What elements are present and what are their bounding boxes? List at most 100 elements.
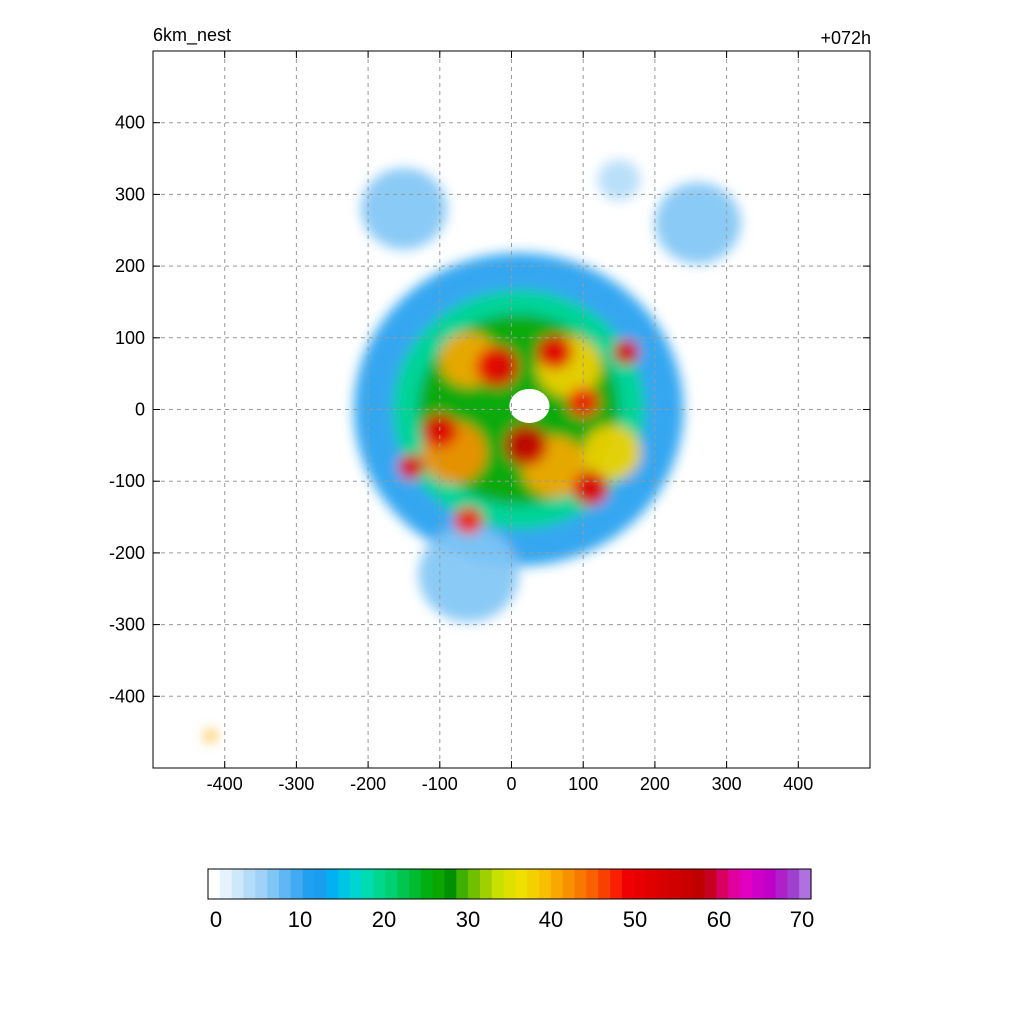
colorbar-tick-label: 50 [623,907,647,932]
x-tick-label: 300 [712,774,742,794]
field-blob-16 [572,471,609,506]
y-tick-label: 300 [115,184,145,204]
colorbar-swatch [645,869,658,899]
x-tick-label: 100 [568,774,598,794]
colorbar-swatch [243,869,256,899]
y-axis: 400 300 200 100 0 -100 -200 -300 -400 [109,113,870,706]
field-blob-6 [418,526,519,623]
colorbar-swatch [539,869,552,899]
colorbar-tick-label: 10 [288,907,312,932]
colorbar-swatch [338,869,351,899]
colorbar-swatch [267,869,280,899]
colorbar-swatch [728,869,741,899]
colorbar-swatch [799,869,812,899]
x-tick-label: -400 [207,774,243,794]
field-blob-4 [654,182,741,264]
colorbar-swatch [278,869,292,899]
x-tick-label: -200 [350,774,386,794]
colorbar-labels: 0 10 20 30 40 50 60 70 [210,907,814,932]
colorbar-swatch [669,869,682,899]
field-blob-3 [360,167,447,250]
colorbar-swatch [444,869,457,899]
colorbar-swatch [255,869,268,899]
y-tick-label: 0 [135,400,145,420]
colorbar-swatch [586,869,599,899]
colorbar-tick-label: 0 [210,907,222,932]
y-tick-label: -300 [109,615,145,635]
y-tick-label: -100 [109,471,145,491]
field-blob-14 [421,413,458,449]
field-blob-5 [597,159,641,201]
colorbar-tick-label: 40 [539,907,563,932]
x-tick-label: 200 [640,774,670,794]
colorbar-swatch [763,869,777,899]
field-blob-20 [567,387,599,418]
colorbar-tick-label: 70 [790,907,814,932]
colorbar-swatch [420,869,434,899]
colorbar-swatch [716,869,729,899]
colorbar-swatch [610,869,623,899]
colorbar-tick-label: 60 [707,907,731,932]
colorbar-swatch [302,869,316,899]
colorbar-swatch [598,869,611,899]
field-blob-11 [583,425,641,480]
colorbar-swatch [550,869,564,899]
colorbar-swatch [326,869,339,899]
colorbar-tick-label: 30 [456,907,480,932]
colorbar-swatch [692,869,706,899]
colorbar-swatch [621,869,635,899]
y-tick-label: 400 [115,113,145,133]
storm-eye [509,388,550,423]
field-blob-18 [398,454,425,480]
field-blob-19 [454,507,483,535]
field-blob-12 [475,346,519,387]
y-tick-label: -400 [109,686,145,706]
colorbar-swatch [740,869,753,899]
colorbar-swatch [657,869,670,899]
colorbar-swatch [373,869,386,899]
y-tick-label: 100 [115,328,145,348]
field-blob-13 [536,335,573,370]
x-tick-label: -300 [278,774,314,794]
field-blob-17 [613,339,640,365]
colorbar-swatch [349,869,363,899]
chart-title-right: +072h [820,28,871,48]
colorbar-swatch [491,869,505,899]
colorbar-swatch [409,869,422,899]
field-layer [204,159,741,742]
colorbar-swatch [633,869,647,899]
chart-title-left: 6km_nest [153,25,231,46]
colorbar-swatch [680,869,694,899]
colorbar-swatch [503,869,517,899]
colorbar-swatch [290,869,304,899]
colorbar-swatch [468,869,481,899]
colorbar-swatch [314,869,327,899]
colorbar-tick-label: 20 [372,907,396,932]
colorbar-swatch [704,869,718,899]
x-tick-label: -100 [422,774,458,794]
colorbar-swatch [231,869,245,899]
y-tick-label: 200 [115,256,145,276]
field-blob-15 [504,424,548,466]
colorbar-swatch [527,869,540,899]
colorbar-frame [207,868,812,900]
colorbar-swatch [574,869,587,899]
field-blob-21 [204,730,217,742]
x-tick-label: 400 [783,774,813,794]
y-tick-label: -200 [109,543,145,563]
colorbar-swatch [219,869,233,899]
colorbar-swatch [479,869,493,899]
colorbar-swatch [361,869,375,899]
colorbar-swatch [562,869,576,899]
colorbar-swatch [751,869,765,899]
colorbar-swatch [456,869,469,899]
colorbar-swatch [515,869,528,899]
colorbar-swatch [397,869,410,899]
colorbar [207,868,812,900]
colorbar-swatch [432,869,446,899]
colorbar-swatch [775,869,788,899]
x-axis: -400 -300 -200 -100 0 100 200 300 400 [207,51,813,794]
colorbar-swatch [208,869,221,899]
colorbar-swatch [385,869,398,899]
